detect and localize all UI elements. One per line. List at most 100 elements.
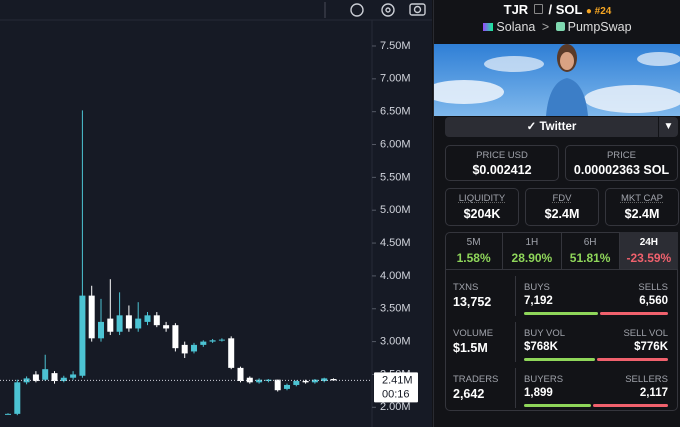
candle-body bbox=[321, 378, 328, 382]
stat-divider bbox=[515, 276, 516, 316]
timeframe-tab[interactable]: 5M 1.58% bbox=[445, 232, 504, 270]
right-value: $776K bbox=[634, 341, 668, 353]
timeframe-tab[interactable]: 6H 51.81% bbox=[561, 232, 620, 270]
right-label: SELL VOL bbox=[623, 328, 668, 339]
candle-body bbox=[200, 341, 207, 345]
candle-body bbox=[209, 340, 216, 342]
pair-title: TJR / SOL ● #24 bbox=[434, 2, 680, 17]
candle-body bbox=[265, 379, 272, 382]
candle-body bbox=[311, 379, 318, 383]
metric-value: $204K bbox=[463, 207, 501, 221]
countdown: 00:16 bbox=[382, 388, 410, 400]
candle-body bbox=[218, 339, 225, 341]
timeframe-tab[interactable]: 1H 28.90% bbox=[503, 232, 562, 270]
stat-value: 2,642 bbox=[453, 387, 485, 401]
y-tick-label: 3.00M bbox=[380, 336, 411, 348]
left-value: 1,899 bbox=[524, 387, 553, 399]
twitter-button[interactable]: ✓ Twitter bbox=[445, 117, 658, 137]
chain-row: Solana > PumpSwap bbox=[434, 20, 680, 34]
price-usd-value: $0.002412 bbox=[472, 163, 532, 177]
left-value: $768K bbox=[524, 341, 558, 353]
pair-panel: TJR / SOL ● #24 Solana > PumpSwap ✓ Twit… bbox=[433, 0, 680, 427]
y-tick-label: 4.00M bbox=[380, 270, 411, 282]
dex-icon bbox=[555, 22, 565, 31]
left-label: BUY VOL bbox=[524, 328, 566, 339]
metric-value: $2.4M bbox=[544, 207, 580, 221]
timeframe-change: -23.59% bbox=[626, 251, 672, 265]
separator: / bbox=[548, 2, 553, 17]
candle-body bbox=[116, 315, 123, 332]
candle-body bbox=[274, 379, 281, 391]
stat-label: VOLUME bbox=[453, 328, 494, 339]
arrow: > bbox=[541, 20, 550, 34]
candle-body bbox=[181, 344, 188, 354]
y-tick-label: 3.50M bbox=[380, 303, 411, 315]
dropdown-button[interactable]: ▼ bbox=[659, 117, 678, 137]
y-tick-label: 5.50M bbox=[380, 171, 411, 183]
price-label: PRICE bbox=[606, 150, 637, 161]
metric-label: MKT CAP bbox=[620, 193, 664, 204]
chart-background bbox=[0, 0, 432, 427]
sell-bar bbox=[600, 312, 668, 315]
price-usd-label: PRICE USD bbox=[476, 150, 528, 161]
metric-label: LIQUIDITY bbox=[458, 193, 506, 204]
quote-symbol: SOL bbox=[555, 2, 583, 17]
candle-body bbox=[5, 413, 11, 415]
timeframe-label: 24H bbox=[639, 237, 659, 248]
rank: ● #24 bbox=[585, 6, 612, 17]
candle-body bbox=[302, 381, 309, 383]
copy-icon[interactable] bbox=[533, 4, 543, 14]
price-value: 0.00002363 SOL bbox=[573, 163, 670, 177]
timeframe-tab[interactable]: 24H -23.59% bbox=[619, 232, 678, 270]
candle-body bbox=[293, 381, 300, 385]
right-value: 6,560 bbox=[639, 295, 668, 307]
stat-value: 13,752 bbox=[453, 295, 492, 309]
left-value: 7,192 bbox=[524, 295, 553, 307]
timeframe-label: 1H bbox=[525, 237, 539, 248]
candle-body bbox=[70, 374, 77, 378]
metric-label: FDV bbox=[552, 193, 572, 204]
candle-body bbox=[125, 315, 132, 329]
candle-body bbox=[191, 344, 197, 352]
y-tick-label: 7.00M bbox=[380, 73, 411, 85]
last-price-label: 2.41M bbox=[382, 374, 413, 386]
dex[interactable]: PumpSwap bbox=[567, 20, 632, 34]
buy-bar bbox=[524, 312, 599, 315]
right-label: SELLERS bbox=[625, 374, 668, 385]
banner bbox=[434, 44, 680, 116]
sell-bar bbox=[596, 358, 668, 361]
candle-body bbox=[237, 367, 244, 382]
candle-body bbox=[60, 377, 67, 382]
twitter-label: Twitter bbox=[539, 121, 577, 133]
metric-card: FDV $2.4M bbox=[525, 188, 599, 226]
indicator-icon[interactable] bbox=[350, 3, 364, 17]
stat-value: $1.5M bbox=[453, 341, 488, 355]
price-usd-card: PRICE USD $0.002412 bbox=[445, 145, 559, 181]
candle-body bbox=[330, 379, 337, 381]
right-value: 2,117 bbox=[639, 387, 668, 399]
sell-bar bbox=[593, 404, 668, 407]
y-tick-label: 7.50M bbox=[380, 40, 411, 52]
left-label: BUYERS bbox=[524, 374, 564, 385]
solana-icon bbox=[483, 23, 494, 31]
stats-box bbox=[445, 232, 678, 411]
price-chart: 2.00M2.50M3.00M3.50M4.00M4.50M5.00M5.50M… bbox=[0, 0, 432, 427]
candle-body bbox=[23, 378, 30, 383]
toolbar-icons[interactable] bbox=[324, 2, 426, 18]
settings-icon[interactable] bbox=[381, 3, 395, 17]
candle-body bbox=[107, 318, 114, 332]
screenshot-icon[interactable] bbox=[409, 3, 426, 16]
last-price-box bbox=[374, 372, 418, 403]
candle-body bbox=[32, 374, 39, 382]
stat-divider bbox=[515, 368, 516, 408]
timeframe-label: 6H bbox=[583, 237, 597, 248]
metric-card: LIQUIDITY $204K bbox=[445, 188, 519, 226]
candle-body bbox=[135, 318, 142, 329]
timeframe-change: 1.58% bbox=[456, 251, 491, 265]
buy-bar bbox=[524, 358, 595, 361]
price-card: PRICE 0.00002363 SOL bbox=[565, 145, 678, 181]
rank-text: #24 bbox=[594, 6, 612, 17]
y-tick-label: 2.00M bbox=[380, 401, 411, 413]
metric-card: MKT CAP $2.4M bbox=[605, 188, 679, 226]
